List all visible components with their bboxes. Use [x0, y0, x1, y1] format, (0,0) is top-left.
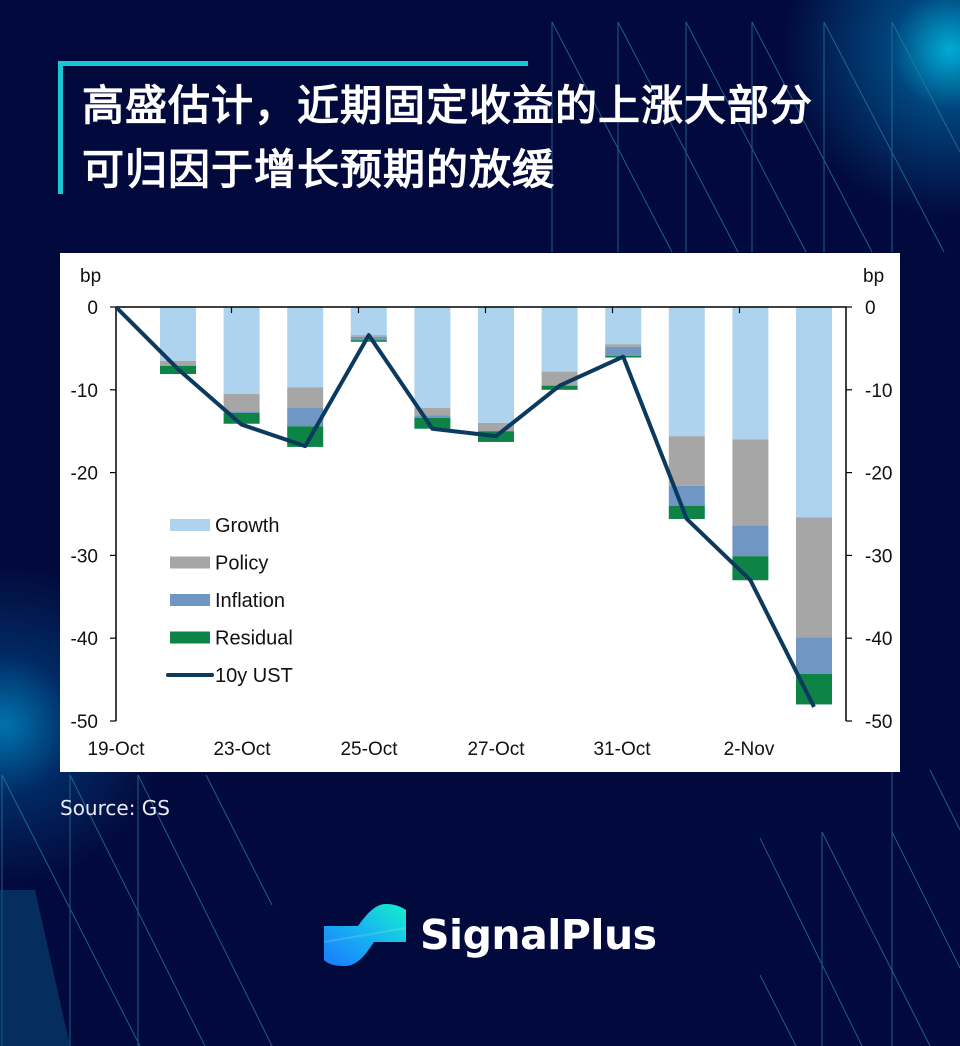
y-tick-label-left: -20 [71, 464, 98, 485]
bar-segment-residual [350, 340, 387, 342]
bar-segment-residual [668, 505, 705, 519]
y-tick-label-left: -30 [71, 546, 98, 567]
bar-segment-inflation [414, 415, 451, 418]
bar-segment-policy [605, 344, 642, 347]
x-tick-label: 25-Oct [340, 739, 398, 760]
y-tick-label-left: -40 [71, 629, 98, 650]
stacked-bar-chart: 0 0 -10 -10 -20 -20 -30 -30 -40 -40 -50 -50 bp bp 19-O… [71, 266, 893, 760]
title-accent-bar-left [58, 61, 63, 194]
legend-swatch-residual [170, 631, 210, 644]
title-line-2: 可归因于增长预期的放缓 [82, 145, 556, 194]
bar-segment-inflation [605, 346, 642, 356]
legend-label: 10y UST [215, 665, 293, 687]
y-axis-unit-left: bp [80, 266, 101, 287]
bar-segment-residual [223, 412, 260, 424]
bar-segment-inflation [287, 408, 324, 427]
bar-segment-growth [732, 307, 769, 440]
line-10y-ust [114, 305, 816, 708]
bar-segment-growth [160, 307, 196, 361]
bar-segment-growth [605, 307, 642, 345]
x-tick-label: 23-Oct [213, 739, 271, 760]
source-note: Source: GS [60, 796, 170, 820]
bar-segment-inflation [732, 525, 769, 557]
y-tick-label-right: -50 [865, 712, 892, 733]
bar-segment-policy [732, 439, 769, 526]
bar-segment-growth [796, 307, 832, 518]
x-tick-label: 2-Nov [724, 739, 775, 760]
y-tick-label-left: -50 [71, 712, 98, 733]
bar-segment-policy [414, 408, 451, 416]
brand-name: SignalPlus [420, 911, 657, 959]
bar-segment-policy [796, 517, 832, 638]
y-tick-label-right: -10 [865, 381, 892, 402]
bar-segment-growth [668, 307, 705, 437]
y-tick-label-left: -10 [71, 381, 98, 402]
legend-label: Residual [215, 628, 293, 650]
legend-swatch-growth [170, 519, 210, 531]
bar-segment-inflation [796, 637, 832, 674]
brand-logo: SignalPlus [322, 902, 657, 968]
bar-segment-growth [414, 307, 451, 409]
bar-segment-growth [350, 307, 387, 336]
chart-panel: 0 0 -10 -10 -20 -20 -30 -30 -40 -40 -50 -50 bp bp 19-O… [60, 253, 900, 772]
bar-segment-growth [223, 307, 260, 394]
y-tick-label-left: 0 [87, 298, 98, 319]
x-tick-label: 19-Oct [87, 739, 145, 760]
signalplus-logo-icon [323, 904, 407, 966]
legend-label: Growth [215, 515, 279, 537]
bar-segment-growth [478, 307, 514, 423]
title-accent-bar-top [58, 61, 528, 66]
legend-swatch-inflation [170, 594, 210, 606]
legend-label: Inflation [215, 590, 285, 612]
title-line-1: 高盛估计，近期固定收益的上涨大部分 [82, 81, 814, 130]
x-tick-label: 27-Oct [467, 739, 525, 760]
bar-segment-policy [160, 360, 196, 366]
y-tick-label-right: -30 [865, 546, 892, 567]
y-tick-label-right: 0 [865, 298, 876, 319]
bar-segment-growth [541, 307, 578, 372]
bar-segment-policy [668, 436, 705, 486]
y-tick-label-right: -40 [865, 629, 892, 650]
bar-segment-policy [287, 387, 324, 409]
bar-segment-inflation [223, 411, 260, 413]
bar-segment-policy [478, 422, 514, 432]
x-tick-label: 31-Oct [593, 739, 651, 760]
y-axis-unit-right: bp [863, 266, 884, 287]
legend-label: Policy [215, 553, 268, 575]
bar-segment-policy [223, 393, 260, 412]
bar-segment-residual [414, 417, 451, 429]
bar-segment-growth [287, 307, 324, 388]
page-title: 高盛估计，近期固定收益的上涨大部分 可归因于增长预期的放缓 [82, 74, 922, 202]
y-tick-label-right: -20 [865, 464, 892, 485]
legend-swatch-policy [170, 556, 210, 569]
